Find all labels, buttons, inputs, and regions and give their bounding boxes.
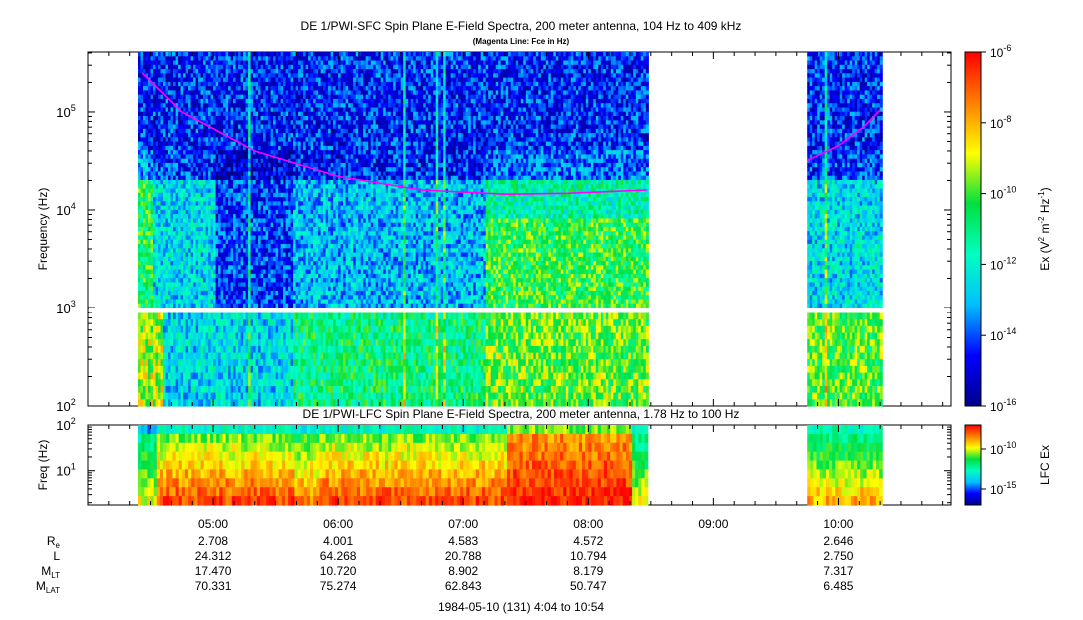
ephemeris-value: 17.470: [195, 564, 232, 578]
lfc-colorbar-label: LFC Ex: [1038, 445, 1052, 485]
ephemeris-value: 24.312: [195, 549, 232, 563]
ephemeris-row-label: Re: [47, 534, 61, 550]
lfc-y-axis: 101 102: [56, 416, 951, 504]
sfc-title: DE 1/PWI-SFC Spin Plane E-Field Spectra,…: [301, 19, 742, 33]
colorbar-tick-label: 10-14: [990, 326, 1016, 343]
lfc-spectrogram: [138, 425, 883, 506]
ephemeris-value: 8.179: [573, 564, 603, 578]
x-tick-label: 08:00: [573, 517, 603, 531]
ephemeris-value: 4.572: [573, 534, 603, 548]
colorbar-tick-label: 10-6: [990, 43, 1011, 60]
ephemeris-row-label: MLT: [41, 564, 60, 580]
y-tick-label: 103: [56, 299, 75, 316]
ephemeris-value: 10.720: [320, 564, 357, 578]
ephemeris-value: 6.485: [823, 579, 853, 593]
y-tick-label: 104: [56, 201, 75, 218]
lfc-y-label: Freq (Hz): [36, 440, 50, 491]
lfc-colorbar: [964, 424, 982, 506]
sfc-y-label: Frequency (Hz): [36, 188, 50, 271]
colorbar-tick-label: 10-15: [990, 480, 1016, 497]
ephemeris-value: 50.747: [570, 579, 607, 593]
y-tick-label: 101: [56, 462, 75, 479]
x-tick-label: 05:00: [198, 517, 228, 531]
x-tick-label: 06:00: [323, 517, 353, 531]
y-tick-label: 105: [56, 103, 75, 120]
colorbar-tick-label: 10-8: [990, 114, 1011, 131]
ephemeris-value: 20.788: [445, 549, 482, 563]
fce-line-segment: [806, 109, 881, 162]
band-gap: [89, 307, 950, 313]
ephemeris-value: 2.646: [823, 534, 853, 548]
ephemeris-row-label: MLAT: [36, 579, 60, 595]
colorbar-tick-label: 10-10: [990, 185, 1016, 202]
x-tick-label: 10:00: [823, 517, 853, 531]
fce-line-segment: [141, 72, 647, 196]
colorbar-tick-label: 10-12: [990, 255, 1016, 272]
ephemeris-row-label: L: [53, 549, 60, 563]
ephemeris-value: 8.902: [448, 564, 478, 578]
time-axis: 05:00 06:00 07:00 08:00 09:00 10:00: [108, 52, 944, 531]
ephemeris-table: Re 2.708 4.001 4.583 4.572 2.646 L 24.312 64.268…: [36, 534, 854, 595]
ephemeris-value: 62.843: [445, 579, 482, 593]
ephemeris-value: 2.708: [198, 534, 228, 548]
fce-line: [141, 72, 881, 196]
lfc-colorbar-ticks: 10-10 10-15: [981, 440, 1016, 497]
ephemeris-value: 7.317: [823, 564, 853, 578]
sfc-subtitle: (Magenta Line: Fce in Hz): [473, 37, 570, 46]
ephemeris-value: 4.583: [448, 534, 478, 548]
y-tick-label: 102: [56, 416, 75, 433]
sfc-y-axis: 102 103 104 105: [56, 52, 951, 414]
lfc-title: DE 1/PWI-LFC Spin Plane E-Field Spectra,…: [303, 407, 740, 421]
ephemeris-value: 10.794: [570, 549, 607, 563]
ephemeris-value: 2.750: [823, 549, 853, 563]
x-tick-label: 07:00: [448, 517, 478, 531]
x-tick-label: 09:00: [698, 517, 728, 531]
ephemeris-value: 70.331: [195, 579, 232, 593]
sfc-colorbar-ticks: 10-6 10-8 10-10 10-12 10-14 10-16: [981, 43, 1016, 414]
colorbar-tick-label: 10-10: [990, 440, 1016, 457]
date-label: 1984-05-10 (131) 4:04 to 10:54: [438, 600, 604, 614]
sfc-colorbar-label: Ex (V2 m-2 Hz-1): [1037, 187, 1052, 270]
sfc-colorbar: [964, 51, 982, 407]
colorbar-tick-label: 10-16: [990, 397, 1016, 414]
ephemeris-value: 75.274: [320, 579, 357, 593]
ephemeris-value: 4.001: [323, 534, 353, 548]
y-tick-label: 102: [56, 397, 75, 414]
ephemeris-value: 64.268: [320, 549, 357, 563]
